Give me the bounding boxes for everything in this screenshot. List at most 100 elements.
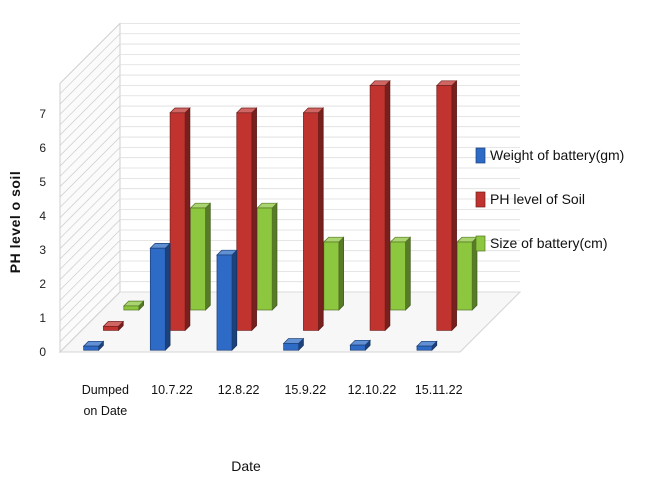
bars [82,79,478,352]
bar-front [283,343,299,351]
bar-side [271,202,278,311]
side-gridline [59,116,121,177]
side-gridline [59,229,121,291]
side-gridline [59,157,121,218]
bar [349,339,371,352]
bar [216,249,238,352]
side-gridline [59,209,121,270]
x-category-label: 15.9.22 [284,383,326,397]
bar-front [123,305,140,311]
y-tick-label: 5 [39,175,46,189]
side-gridline [59,281,121,342]
legend-item: Weight of battery(gm) [475,147,624,164]
bar [149,242,171,352]
y-tick-label: 3 [39,243,46,257]
series-2 [102,79,458,332]
bar-side [405,236,411,311]
bar-side [164,242,171,352]
bar-side [251,107,257,332]
legend-swatch [475,191,486,208]
side-gridline [59,219,121,280]
y-tick-label: 7 [39,107,46,121]
side-gridline [59,167,121,229]
bar-front [83,345,99,351]
y-axis-title: PH level o soil [7,171,23,273]
side-gridline [59,250,121,311]
bar-side [318,107,324,332]
side-gridline [59,54,121,115]
side-gridline [59,260,121,322]
legend-label: PH level of Soil [490,191,585,207]
side-gridline [59,64,121,126]
bar-side [384,79,391,332]
legend-label: Weight of battery(gm) [490,147,624,163]
side-gridline [59,271,121,332]
bar [322,236,345,311]
legend-swatch [475,147,486,164]
bar [102,320,125,332]
bar-side [205,202,211,311]
bar-front [256,207,273,311]
bar-front [390,241,406,311]
bar-front [236,112,253,331]
bar-front [149,247,166,351]
bar [189,202,212,311]
y-tick-label: 2 [39,277,46,291]
bar-side [338,236,344,311]
y-tick-label: 4 [39,209,46,223]
legend-swatch [475,235,486,252]
x-category-labels: Dumped on Date 10.7.22 12.8.22 15.9.22 12.10.… [82,383,463,418]
legend-item: PH level of Soil [475,191,585,208]
y-tick-label: 6 [39,141,46,155]
bar-front [190,207,206,311]
bar-front [416,345,433,351]
side-gridline [59,291,121,353]
bar-side [184,107,191,332]
side-gridline [59,188,121,249]
legend-label: Size of battery(cm) [490,235,607,251]
side-gridline [59,126,121,187]
y-tick-label: 0 [39,345,46,359]
bar [122,300,145,311]
bar-front [456,241,473,311]
side-gridline [59,33,121,95]
bar [456,236,478,311]
bar-side [451,79,457,332]
bar-front [303,112,319,331]
side-gridline [59,147,121,208]
x-category-label: 10.7.22 [151,383,193,397]
bar-front [103,325,119,331]
x-category-label: 12.10.22 [348,383,397,397]
bar-front [436,85,453,331]
side-gridline [59,198,121,260]
y-tick-labels: 0 1 2 3 4 5 6 7 [39,107,46,359]
legend-item: Size of battery(cm) [475,235,607,252]
bar [435,79,458,332]
x-category-label: Dumped on Date [82,383,129,418]
side-gridline [59,43,121,105]
side-gridline [59,105,121,167]
bar [416,340,438,352]
x-category-label: 12.8.22 [218,383,260,397]
bar [302,107,325,332]
x-category-label: 15.11.22 [415,383,463,397]
side-gridline [59,95,121,156]
y-tick-label: 1 [39,311,46,325]
series-3 [122,202,478,311]
side-gridline [59,74,121,136]
bar [82,340,105,352]
bar [169,107,191,332]
bar [282,337,305,352]
bar [235,107,258,332]
bar-front [323,241,340,311]
bar-side [231,249,238,352]
side-gridline [59,136,121,198]
bar [389,236,412,311]
side-gridline [59,85,121,146]
bar-front [169,112,186,331]
x-axis-title: Date [231,458,261,474]
bar-front [216,254,233,351]
bar [369,79,391,332]
side-gridline [59,240,121,301]
